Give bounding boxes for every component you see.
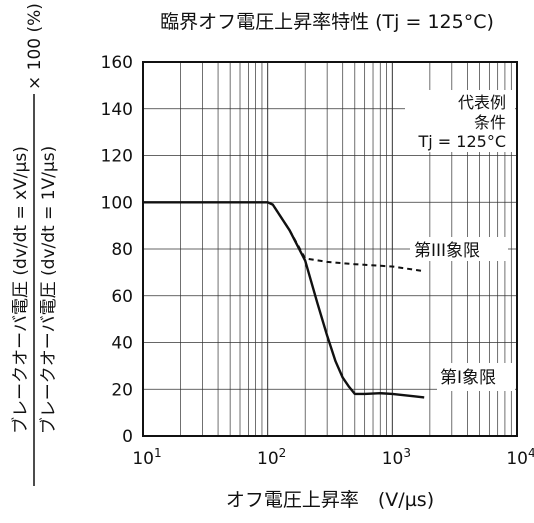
condition-box-line: 代表例 — [458, 93, 506, 112]
y-axis-label: ブレークオーバ電圧 (dv/dt = xV/µs) ブレークオーバ電圧 (dv/d… — [10, 3, 59, 486]
y-label-suffix: × 100 (%) — [25, 3, 45, 90]
y-tick-label: 100 — [101, 193, 133, 213]
x-tick-label: 101 — [132, 446, 161, 469]
y-tick-label: 60 — [111, 287, 133, 307]
condition-box-background — [405, 90, 515, 152]
y-tick-label: 20 — [111, 380, 133, 400]
y-tick-label: 0 — [122, 427, 133, 447]
y-tick-label: 120 — [101, 147, 133, 167]
x-tick-label: 103 — [382, 446, 411, 469]
condition-box-line: Tj = 125°C — [417, 132, 506, 151]
y-tick-label: 160 — [101, 53, 133, 73]
x-tick-label: 102 — [257, 446, 286, 469]
condition-box-line: 条件 — [474, 113, 506, 132]
q1-label-background — [437, 363, 515, 391]
chart-title: 臨界オフ電圧上昇率特性 (Tj = 125°C) — [160, 11, 494, 33]
series-line-q1 — [143, 201, 425, 399]
y-label-numerator: ブレークオーバ電圧 (dv/dt = xV/µs) — [10, 146, 31, 434]
q3-label: 第III象限 — [414, 241, 480, 261]
q3-label-background — [410, 237, 508, 261]
plot-frame — [142, 61, 518, 437]
y-tick-label: 80 — [111, 240, 133, 260]
q1-label: 第I象限 — [440, 368, 496, 388]
y-label-denominator: ブレークオーバ電圧 (dv/dt = 1V/µs) — [38, 146, 59, 434]
x-tick-label: 104 — [506, 446, 534, 469]
series-line-q3 — [267, 201, 425, 273]
y-tick-label: 40 — [111, 334, 133, 354]
x-axis-label: オフ電圧上昇率 (V/µs) — [226, 489, 434, 511]
y-tick-label: 140 — [101, 100, 133, 120]
